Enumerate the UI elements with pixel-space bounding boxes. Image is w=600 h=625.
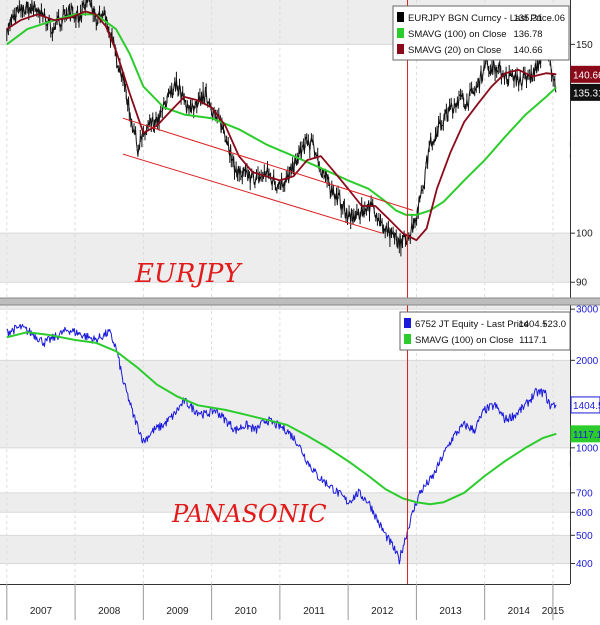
grid-band (0, 305, 570, 310)
y-tick-label: 3000 (576, 305, 599, 316)
legend-value: 135.31 (513, 13, 542, 24)
grid-band (0, 233, 570, 283)
legend-swatch (397, 44, 404, 54)
y-tick-label: 150 (576, 40, 593, 51)
panel-annotation: PANASONIC (171, 500, 327, 528)
legend-value: 140.66 (513, 45, 542, 56)
y-tick-label: 1000 (576, 443, 599, 454)
price-series-line (6, 323, 557, 565)
x-tick-label: 2012 (371, 606, 394, 617)
x-tick-label: 2007 (30, 606, 53, 617)
axis-value-badge (570, 396, 600, 414)
panel-separator (0, 298, 600, 305)
x-tick-label: 2009 (166, 606, 189, 617)
trend-line (122, 117, 414, 211)
axis-value-badge (570, 425, 600, 443)
legend-box (392, 5, 570, 61)
panel-annotation: EURJPY (134, 259, 243, 289)
grid-lines (0, 0, 570, 584)
legend-swatch (404, 334, 411, 344)
legend-change: +23.0 (542, 319, 566, 330)
y-tick-label: 700 (576, 488, 593, 499)
right-axis-band (570, 305, 600, 584)
legend-label: 6752 JT Equity - Last Price (415, 319, 529, 330)
sma100-line (6, 13, 557, 216)
y-tick-label: 400 (576, 559, 593, 570)
legend-change: -.06 (549, 13, 565, 24)
x-tick-label: 2015 (542, 606, 565, 617)
axis-badge-label: 1117.1 (573, 430, 600, 441)
y-tick-label: 90 (576, 278, 588, 289)
axis-badge-label: 135.31 (573, 88, 600, 99)
legend-label: SMAVG (100) on Close (408, 29, 507, 40)
axis-value-badge (570, 65, 600, 83)
x-tick-label: 2013 (439, 606, 462, 617)
legend-swatch (404, 318, 411, 328)
legend-value: 1117.1 (519, 335, 547, 346)
x-axis-band (0, 584, 600, 620)
right-axis-band (570, 0, 600, 298)
x-tick-label: 2011 (303, 606, 325, 617)
series-lines (6, 0, 557, 584)
sma20-line (6, 10, 557, 242)
x-tick-label: 2010 (235, 606, 258, 617)
axis-badge-label: 1404.5 (573, 401, 600, 412)
axis-badges: 140.66 135.31 1404.5 1117.1 (570, 65, 600, 443)
y-tick-label: 600 (576, 508, 593, 519)
axis-badge-label: 140.66 (573, 70, 600, 81)
axis-value-badge (570, 83, 600, 101)
panel-annotations: EURJPY PANASONIC (134, 259, 327, 528)
x-tick-label: 2014 (508, 606, 531, 617)
legend-swatch (397, 28, 404, 38)
grid-band (0, 492, 570, 513)
sma100-line (6, 331, 557, 506)
grid-band (0, 535, 570, 564)
x-tick-label: 2008 (98, 606, 121, 617)
legend-swatch (397, 12, 404, 22)
legend-value: 136.78 (513, 29, 542, 40)
y-tick-label: 100 (576, 229, 593, 240)
legend-label: SMAVG (100) on Close (415, 335, 514, 346)
trend-line (122, 153, 383, 234)
legend-box (399, 311, 571, 351)
legend-label: EURJPY BGN Curncy - Last Price (408, 13, 552, 24)
y-tick-label: 2000 (576, 356, 599, 367)
legend-value: 1404.5 (518, 319, 547, 330)
y-tick-label: 500 (576, 531, 593, 542)
legend-label: SMAVG (20) on Close (408, 45, 501, 56)
